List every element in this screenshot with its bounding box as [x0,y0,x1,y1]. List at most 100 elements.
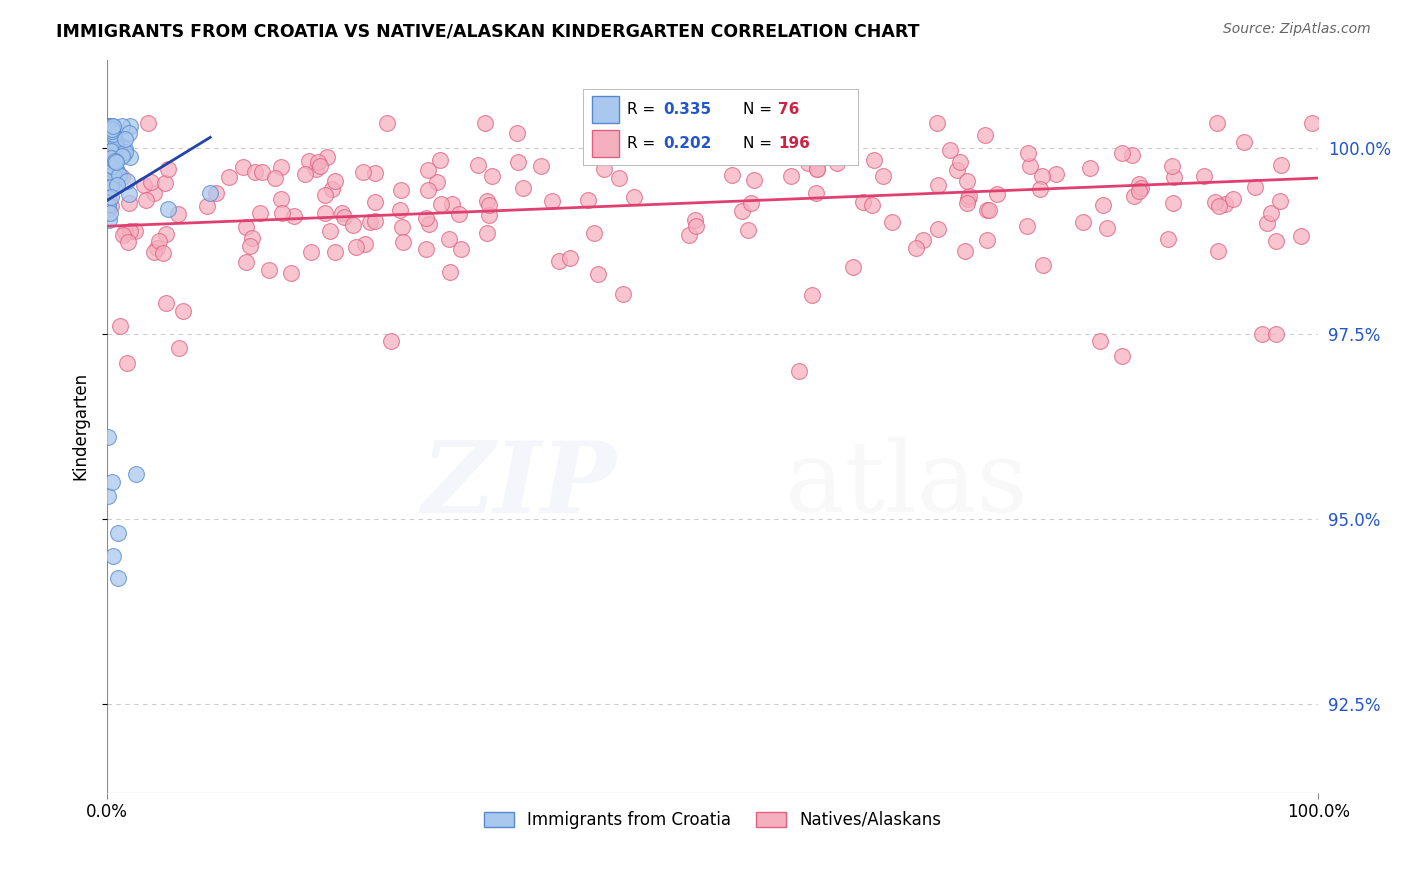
Point [986,187,1008,202]
Point [101,129,124,144]
Point [1192,169,1215,183]
Point [683,212,706,227]
Point [97,120,120,134]
Point [111,138,134,153]
Point [1128,178,1150,192]
Point [103,129,125,144]
Point [787,363,810,377]
Point [148,234,170,248]
Point [118,196,141,211]
Text: 196: 196 [778,136,810,152]
Point [957,189,980,203]
Point [97,430,120,444]
Point [101,145,124,159]
Point [439,265,461,279]
Point [415,242,437,256]
Point [318,224,340,238]
Point [430,197,453,211]
Point [927,178,949,193]
Point [927,115,949,129]
Point [342,218,364,232]
Point [1163,170,1185,185]
Point [98,120,121,134]
Point [1233,135,1256,149]
Point [114,226,136,240]
Point [586,267,609,281]
Point [949,155,972,169]
Point [107,526,129,541]
Point [1264,235,1286,249]
Point [364,195,387,210]
Point [309,159,332,173]
Point [98,178,121,193]
Point [101,153,124,167]
Point [143,245,166,260]
Point [100,175,122,189]
Point [100,158,122,172]
Point [98,205,121,219]
Point [315,150,337,164]
Point [976,233,998,247]
Point [101,122,124,136]
Text: 0.335: 0.335 [664,103,711,117]
Point [100,153,122,168]
Point [155,296,177,310]
Point [134,178,156,192]
Point [512,181,534,195]
Point [100,175,122,189]
Point [114,145,136,159]
Point [100,180,122,194]
Point [1264,326,1286,341]
Point [842,260,865,274]
Point [440,197,463,211]
Point [153,176,176,190]
Point [956,173,979,187]
Point [155,227,177,242]
Point [801,288,824,302]
Point [235,255,257,269]
Point [167,207,190,221]
Point [742,173,765,187]
Point [1208,244,1230,259]
Point [1031,169,1053,183]
Point [530,160,553,174]
Point [104,139,127,153]
Text: R =: R = [627,136,661,152]
Point [98,175,121,189]
Point [882,215,904,229]
Text: R =: R = [627,103,661,117]
Point [104,161,127,175]
Point [111,147,134,161]
Point [105,153,128,167]
Point [307,154,329,169]
Point [97,120,120,134]
Point [956,192,979,206]
Point [152,246,174,260]
Point [323,174,346,188]
Point [1156,232,1178,246]
Point [478,208,501,222]
Point [103,169,125,184]
Point [143,186,166,201]
Point [780,169,803,184]
Point [1078,161,1101,176]
Point [271,205,294,219]
Point [98,134,121,148]
Point [359,215,381,229]
Point [1250,326,1272,341]
Point [363,214,385,228]
Point [314,187,336,202]
Point [927,221,949,235]
Point [120,120,142,134]
Point [124,224,146,238]
Point [98,123,121,137]
FancyBboxPatch shape [592,96,619,123]
Point [678,228,700,243]
Point [259,262,281,277]
Point [582,226,605,240]
Point [1160,159,1182,173]
Point [737,223,759,237]
Point [200,186,222,201]
Point [1161,196,1184,211]
Point [1256,217,1278,231]
